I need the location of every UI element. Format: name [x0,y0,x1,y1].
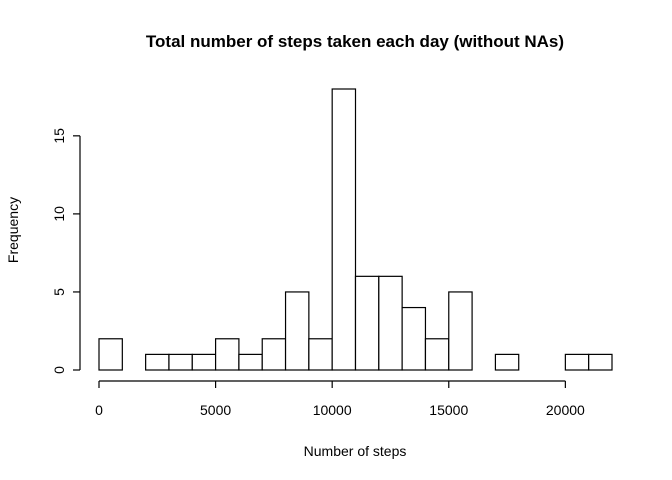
x-tick-label-1: 5000 [200,402,231,418]
histogram-bar-9 [308,338,333,371]
histogram-bar-11 [354,275,380,371]
histogram-bar-2 [145,353,170,371]
y-tick-label-2: 10 [51,206,67,222]
histogram-bar-13 [401,306,427,371]
histogram-bar-8 [284,291,310,371]
histogram-bar-10 [331,88,357,371]
x-axis: 0 5000 10000 15000 20000 [95,380,585,418]
x-tick-label-4: 20000 [546,402,585,418]
x-tick-label-3: 15000 [429,402,468,418]
histogram-bar-14 [424,338,450,371]
y-axis: 0 5 10 15 [51,128,81,374]
y-axis-label: Frequency [5,197,21,263]
bars-group [98,88,613,371]
histogram-bar-7 [261,338,287,371]
x-axis-label: Number of steps [304,443,407,459]
histogram-bar-3 [168,353,193,371]
histogram-bar-4 [191,353,217,371]
histogram-bar-17 [494,353,520,371]
chart-title: Total number of steps taken each day (wi… [146,32,564,51]
histogram-bar-12 [378,275,403,371]
x-tick-label-0: 0 [95,402,103,418]
y-tick-label-0: 0 [51,366,67,374]
histogram-bar-15 [448,291,473,371]
histogram-bar-0 [98,338,123,371]
histogram-bar-5 [214,338,240,371]
y-tick-label-3: 15 [51,128,67,144]
histogram-bar-6 [238,353,263,371]
y-tick-label-1: 5 [51,288,67,296]
histogram-bar-20 [564,353,590,371]
x-tick-label-2: 10000 [313,402,352,418]
histogram-bar-21 [588,353,613,371]
